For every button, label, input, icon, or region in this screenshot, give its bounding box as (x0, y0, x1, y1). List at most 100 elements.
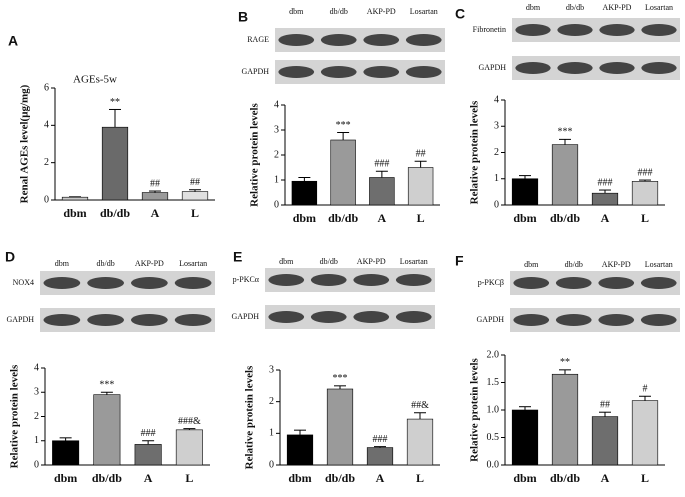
bar (134, 444, 162, 466)
blot-band (640, 277, 677, 289)
panel-letter: E (233, 249, 242, 265)
panel-letter: D (5, 249, 15, 265)
y-tick-label: 1 (269, 428, 274, 439)
lane-label: dbm (289, 7, 304, 16)
y-tick-label: 0.5 (487, 432, 500, 443)
y-tick-label: 3 (269, 364, 274, 375)
y-tick-label: 0 (34, 459, 39, 470)
row-label: p-PKCα (233, 275, 260, 284)
row-label: NOX4 (13, 278, 34, 287)
lane-label: AKP-PD (602, 260, 631, 269)
bar (291, 180, 318, 206)
lane-label: dbm (55, 259, 70, 268)
y-tick-label: 4 (274, 99, 279, 110)
annotation: ** (110, 97, 120, 108)
blot-band (87, 277, 124, 289)
lane-label: db/db (320, 257, 338, 266)
bar (93, 394, 121, 466)
x-tick-label: L (416, 471, 424, 485)
x-tick-label: L (417, 211, 425, 225)
blot-band (174, 277, 212, 289)
blot-band (320, 34, 357, 46)
blot-band (555, 314, 592, 326)
blot-band (515, 24, 551, 36)
x-tick-label: A (376, 471, 385, 485)
row-label: GAPDH (476, 315, 504, 324)
bar (326, 388, 354, 466)
blot-band (405, 66, 442, 78)
x-tick-label: A (151, 206, 160, 220)
x-tick-label: dbm (54, 471, 77, 485)
x-tick-label: A (144, 471, 153, 485)
bar (551, 144, 579, 206)
row-label: RAGE (247, 35, 269, 44)
bar (52, 440, 80, 466)
annotation: # (643, 384, 648, 395)
blot-band (131, 277, 168, 289)
x-tick-label: L (185, 471, 193, 485)
blot-band (268, 311, 305, 323)
bar (141, 192, 169, 201)
y-tick-label: 1 (494, 173, 499, 184)
panel-letter: B (238, 9, 248, 25)
y-axis-label: Relative protein levels (469, 100, 481, 204)
x-tick-label: dbm (63, 206, 86, 220)
bar (511, 178, 539, 206)
blot-band (353, 311, 390, 323)
lane-label: Losartan (645, 260, 673, 269)
y-axis-label: Relative protein levels (9, 364, 21, 468)
lane-label: db/db (566, 3, 584, 12)
row-label: GAPDH (231, 312, 259, 321)
blot-band (557, 24, 593, 36)
blot-band (599, 24, 635, 36)
x-tick-label: db/db (550, 471, 580, 485)
blot-band (599, 62, 635, 74)
lane-label: dbm (279, 257, 294, 266)
y-tick-label: 2 (494, 147, 499, 158)
y-tick-label: 4 (44, 120, 49, 131)
blot-band (363, 34, 400, 46)
x-tick-label: L (641, 471, 649, 485)
blot-band (43, 314, 81, 326)
blot-band (395, 274, 432, 286)
blot-band (641, 62, 677, 74)
lane-label: dbm (524, 260, 539, 269)
y-tick-label: 3 (274, 124, 279, 135)
panel-letter: A (8, 33, 18, 49)
annotation: ### (638, 167, 653, 178)
row-label: GAPDH (6, 315, 34, 324)
y-tick-label: 0 (269, 459, 274, 470)
blot-band (278, 66, 315, 78)
blot-band (310, 274, 347, 286)
y-axis-label: Relative protein levels (244, 365, 256, 469)
x-tick-label: dbm (293, 211, 316, 225)
annotation: *** (99, 380, 114, 391)
annotation: ### (373, 434, 388, 445)
lane-label: Losartan (410, 7, 438, 16)
blot-band (310, 311, 347, 323)
x-tick-label: db/db (328, 211, 358, 225)
annotation: ## (190, 177, 200, 188)
bar (406, 418, 434, 466)
bar (330, 139, 356, 206)
blot-band (363, 66, 400, 78)
annotation: *** (336, 120, 351, 131)
bar (175, 429, 203, 466)
blot-band (640, 314, 677, 326)
bar (181, 191, 209, 201)
y-tick-label: 2.0 (487, 349, 500, 360)
y-tick-label: 1.0 (487, 404, 500, 415)
blot-band (598, 314, 635, 326)
annotation: ### (598, 177, 613, 188)
bar (369, 177, 395, 206)
bar (407, 167, 434, 206)
bar (61, 196, 89, 201)
bar (631, 181, 659, 206)
bar (631, 400, 659, 466)
x-tick-label: L (191, 206, 199, 220)
bar (101, 126, 129, 201)
blot-band (268, 274, 305, 286)
annotation: ### (141, 428, 156, 439)
y-tick-label: 1 (274, 174, 279, 185)
